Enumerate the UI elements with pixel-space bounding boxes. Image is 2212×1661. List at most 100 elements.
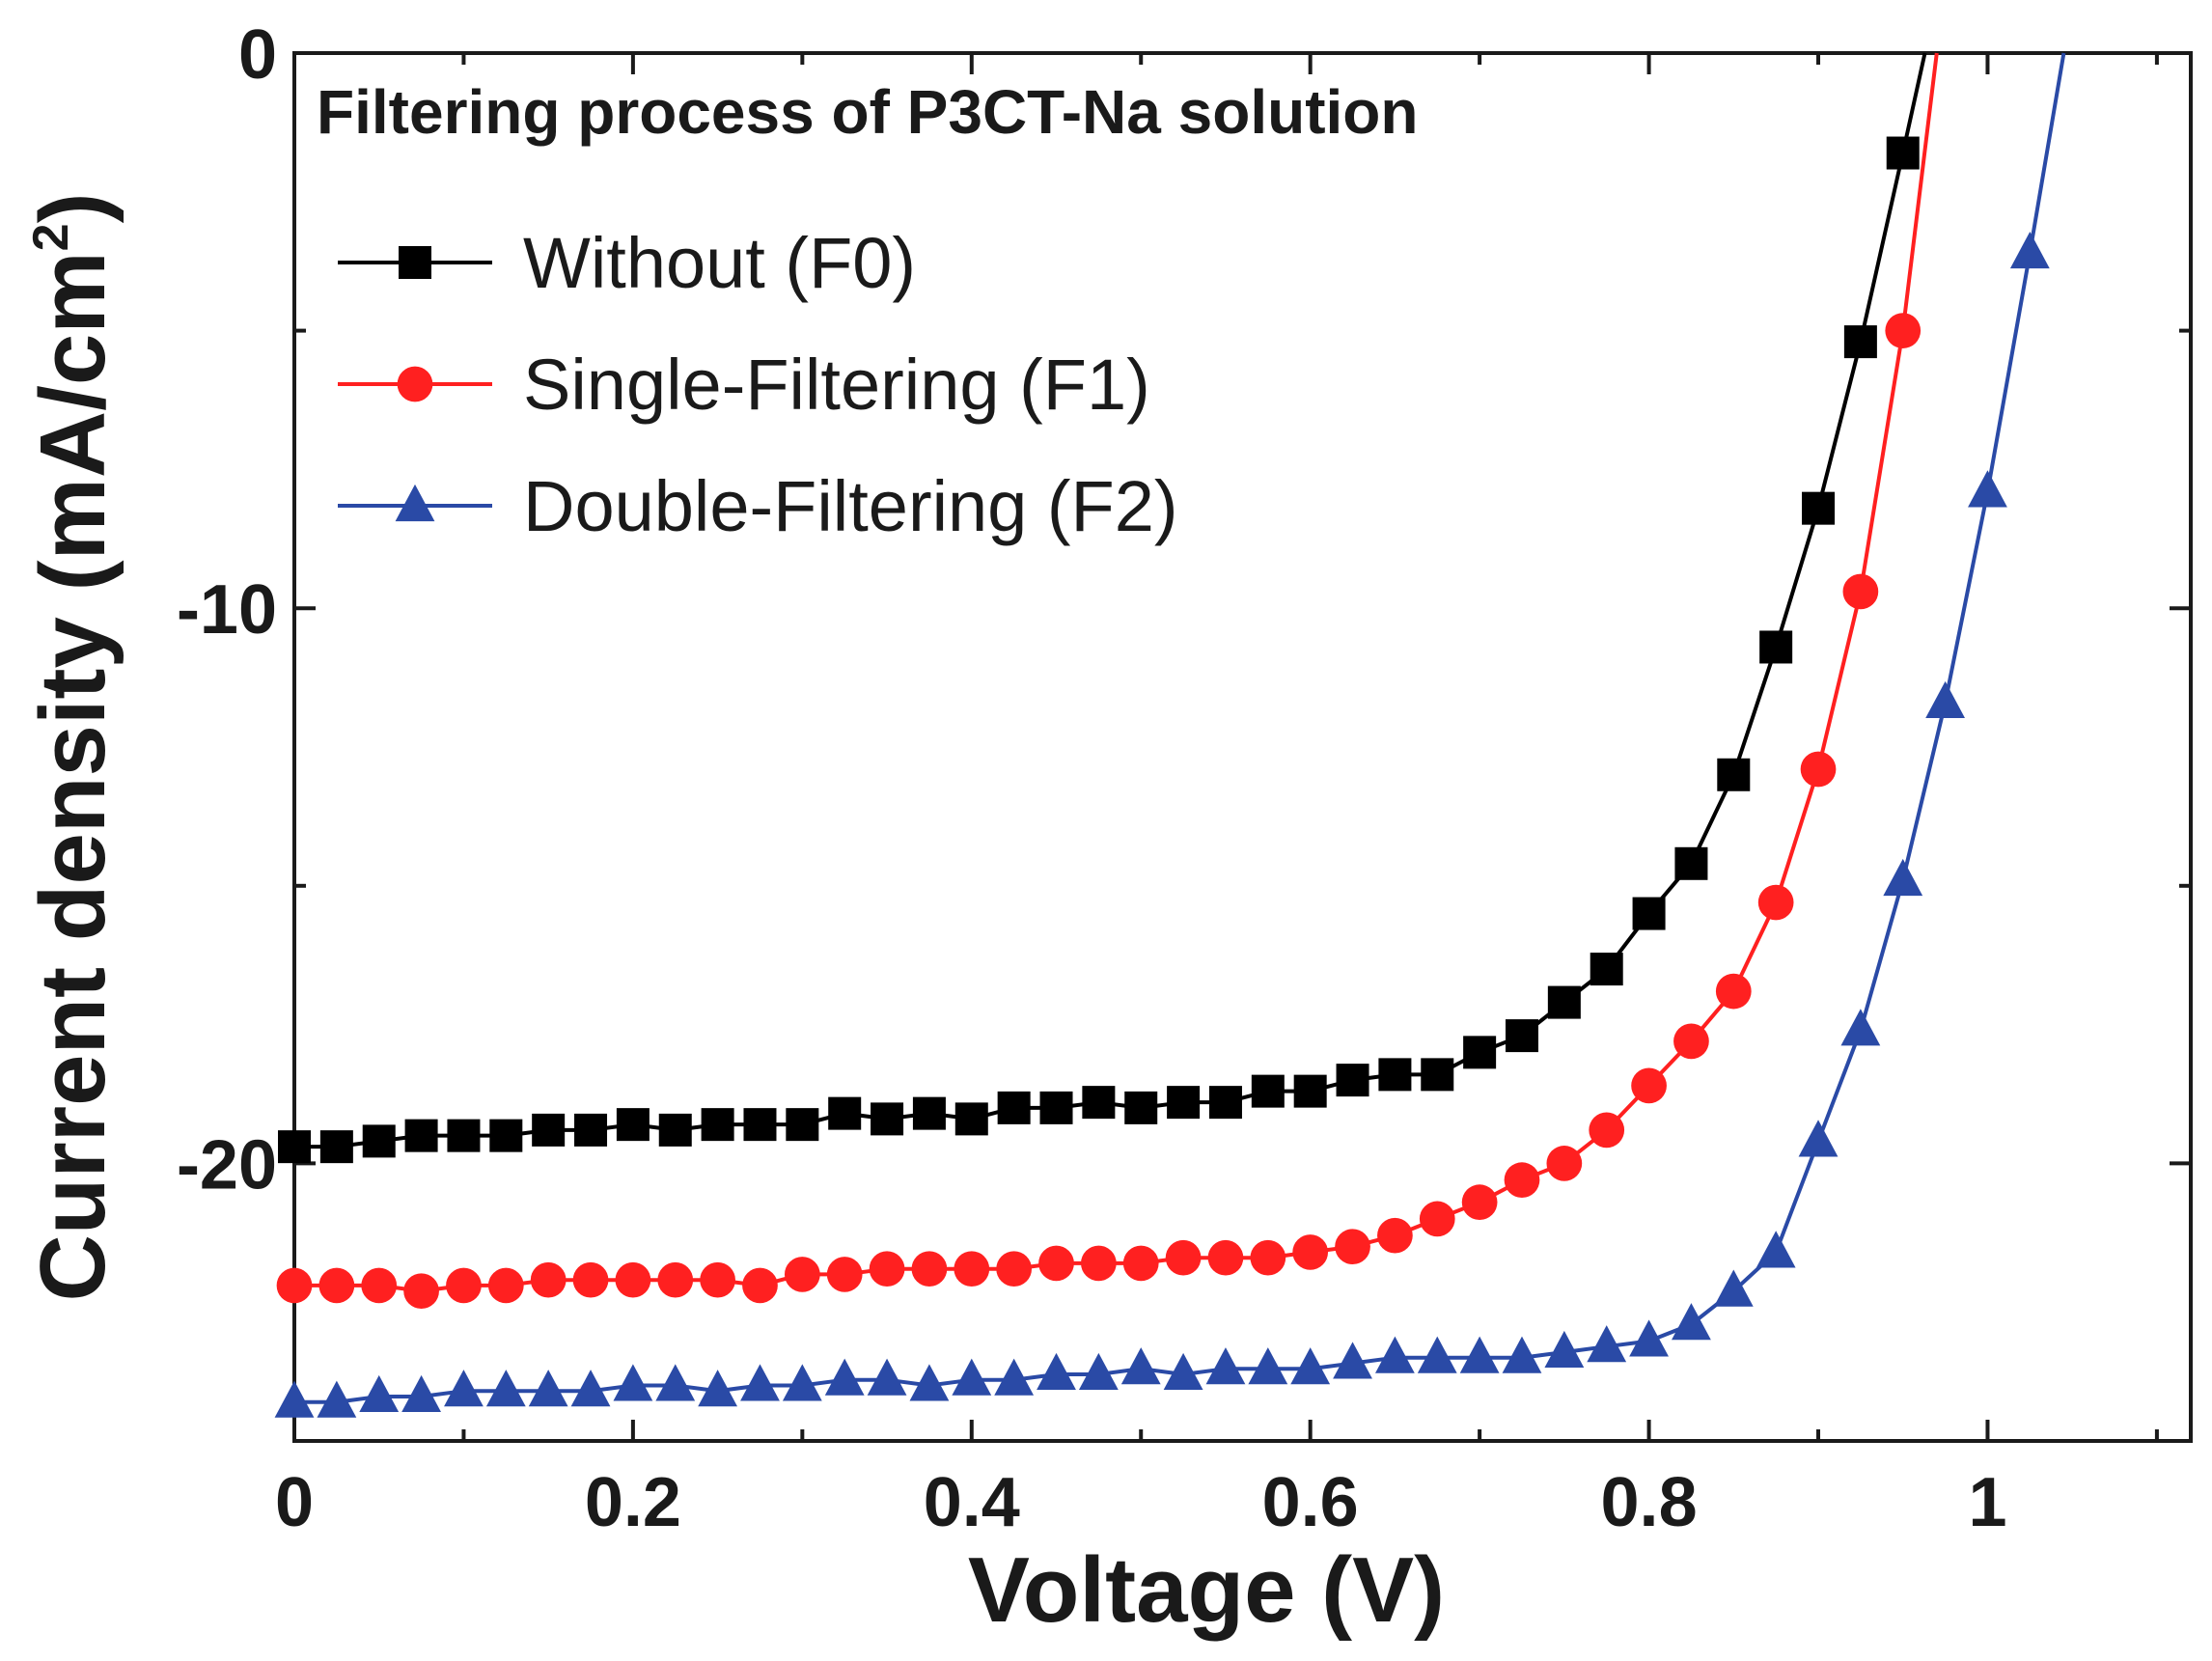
data-point bbox=[1417, 1336, 1457, 1373]
data-point bbox=[1251, 1074, 1285, 1108]
data-point bbox=[489, 1119, 523, 1152]
data-point bbox=[1547, 985, 1581, 1019]
data-point bbox=[1717, 758, 1751, 791]
data-point bbox=[1759, 630, 1793, 664]
data-point bbox=[740, 1364, 780, 1401]
data-point bbox=[909, 1364, 950, 1401]
data-point bbox=[826, 1257, 863, 1292]
data-point bbox=[485, 1370, 526, 1407]
data-point bbox=[1798, 1120, 1839, 1157]
data-point bbox=[361, 1267, 398, 1304]
series-line bbox=[294, 52, 1939, 1293]
data-point bbox=[1840, 1009, 1881, 1046]
data-point bbox=[278, 1130, 311, 1164]
data-point bbox=[570, 1370, 611, 1407]
data-point bbox=[1674, 846, 1708, 880]
data-point bbox=[572, 1261, 609, 1298]
data-point bbox=[616, 1108, 650, 1142]
data-point bbox=[1463, 1036, 1497, 1069]
data-point bbox=[994, 1358, 1035, 1396]
data-point bbox=[574, 1113, 608, 1147]
data-point bbox=[1925, 680, 1966, 719]
data-point bbox=[1842, 573, 1879, 610]
axis-tick-labels: 0 0.2 0.4 0.6 0.8 1 0 -10 -20 bbox=[177, 16, 2007, 1541]
data-point bbox=[869, 1251, 905, 1287]
x-tick-label: 0.2 bbox=[585, 1464, 681, 1541]
data-point bbox=[1672, 1303, 1711, 1341]
data-point bbox=[532, 1113, 566, 1147]
y-axis-title-sup: 2 bbox=[23, 223, 79, 251]
legend-label: Double-Filtering (F2) bbox=[523, 466, 1178, 546]
data-point bbox=[1843, 325, 1877, 359]
data-point bbox=[1039, 1091, 1073, 1124]
data-point bbox=[1544, 1330, 1585, 1369]
data-point bbox=[1756, 1231, 1796, 1268]
data-point bbox=[1248, 1347, 1288, 1385]
data-point bbox=[1250, 1239, 1286, 1276]
data-point bbox=[1078, 1352, 1119, 1391]
data-point bbox=[1715, 973, 1752, 1010]
data-point bbox=[1587, 1325, 1627, 1363]
x-axis-title: Voltage (V) bbox=[968, 1538, 1445, 1642]
data-point bbox=[1505, 1019, 1538, 1053]
data-point bbox=[784, 1257, 820, 1292]
data-point bbox=[2009, 231, 2050, 269]
data-point bbox=[912, 1096, 946, 1130]
series-2 bbox=[274, 52, 2066, 1418]
data-point bbox=[701, 1108, 734, 1142]
data-point bbox=[1207, 1239, 1244, 1276]
data-point bbox=[274, 1380, 315, 1418]
data-point bbox=[1081, 1245, 1117, 1282]
data-point bbox=[657, 1261, 694, 1298]
data-point bbox=[997, 1091, 1031, 1124]
data-point bbox=[1375, 1336, 1415, 1373]
legend-entry: Without (F0) bbox=[338, 223, 916, 303]
data-point bbox=[1589, 1112, 1625, 1149]
data-point bbox=[613, 1364, 653, 1401]
data-point bbox=[362, 1124, 396, 1158]
x-tick-label: 0 bbox=[275, 1464, 314, 1541]
data-point bbox=[1038, 1245, 1074, 1282]
data-point bbox=[403, 1273, 439, 1310]
data-point bbox=[1120, 1347, 1161, 1385]
data-point bbox=[487, 1267, 524, 1304]
data-point bbox=[1205, 1347, 1246, 1385]
data-point bbox=[1673, 1023, 1709, 1060]
data-point bbox=[1335, 1229, 1370, 1265]
plot-frame bbox=[292, 51, 2193, 1443]
data-point bbox=[1590, 953, 1623, 986]
data-point bbox=[1037, 1352, 1076, 1391]
data-point bbox=[1421, 1058, 1454, 1092]
data-point bbox=[404, 1119, 438, 1152]
data-point bbox=[1546, 1146, 1583, 1181]
data-point bbox=[1333, 1342, 1372, 1379]
data-point bbox=[447, 1119, 481, 1152]
y-axis-title-close: ) bbox=[21, 192, 124, 223]
data-point bbox=[1883, 858, 1923, 897]
legend-label: Without (F0) bbox=[523, 223, 916, 303]
axis-ticks bbox=[292, 51, 2191, 1443]
data-point bbox=[1124, 1091, 1158, 1124]
data-point bbox=[1377, 1217, 1413, 1254]
data-point bbox=[1632, 897, 1666, 930]
x-tick-label: 1 bbox=[1968, 1464, 2006, 1541]
data-point bbox=[1082, 1086, 1116, 1120]
data-point bbox=[658, 1113, 692, 1147]
y-tick-label: 0 bbox=[238, 16, 277, 94]
series-1 bbox=[276, 52, 1939, 1310]
data-point bbox=[743, 1108, 777, 1142]
data-point bbox=[444, 1370, 484, 1407]
data-point bbox=[359, 1374, 400, 1413]
data-point bbox=[1968, 470, 2007, 508]
data-point bbox=[1290, 1347, 1331, 1385]
data-point bbox=[276, 1267, 313, 1304]
data-point bbox=[655, 1364, 696, 1401]
data-point bbox=[1502, 1336, 1542, 1373]
legend-label: Single-Filtering (F1) bbox=[523, 345, 1150, 425]
data-point bbox=[700, 1261, 735, 1298]
legend-marker bbox=[397, 366, 433, 402]
data-point bbox=[530, 1261, 567, 1298]
data-point bbox=[786, 1108, 819, 1142]
data-point bbox=[871, 1102, 904, 1136]
